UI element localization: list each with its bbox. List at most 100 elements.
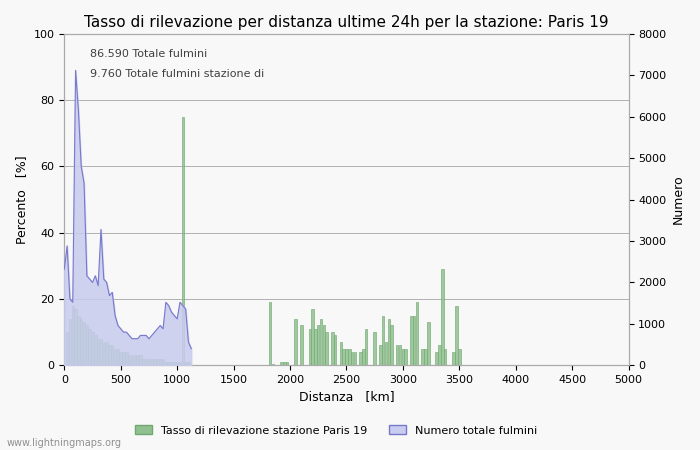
Bar — [286, 362, 288, 365]
Bar — [71, 306, 74, 365]
Bar — [94, 335, 97, 365]
Bar — [88, 329, 91, 365]
Bar — [272, 364, 274, 365]
Bar — [413, 315, 415, 365]
Bar — [142, 359, 144, 365]
Bar — [427, 322, 430, 365]
Bar — [410, 315, 412, 365]
Bar — [438, 345, 441, 365]
Bar — [283, 362, 286, 365]
Bar — [85, 325, 88, 365]
Bar — [148, 359, 150, 365]
Bar — [187, 362, 190, 365]
Bar — [396, 345, 398, 365]
Bar — [77, 315, 80, 365]
Bar — [340, 342, 342, 365]
Bar — [362, 349, 365, 365]
Bar — [99, 339, 102, 365]
Bar — [405, 349, 407, 365]
Bar — [351, 352, 354, 365]
Bar — [269, 302, 272, 365]
Bar — [150, 359, 153, 365]
Y-axis label: Percento   [%]: Percento [%] — [15, 155, 28, 244]
Bar — [176, 362, 178, 365]
Bar — [125, 352, 127, 365]
Bar — [139, 356, 141, 365]
Bar — [134, 356, 136, 365]
Bar — [280, 362, 283, 365]
Bar — [441, 269, 444, 365]
Bar — [416, 302, 418, 365]
Bar — [391, 325, 393, 365]
Bar — [295, 319, 297, 365]
Bar — [314, 329, 316, 365]
Bar — [312, 309, 314, 365]
Text: 9.760 Totale fulmini stazione di: 9.760 Totale fulmini stazione di — [90, 69, 264, 79]
Y-axis label: Numero: Numero — [672, 175, 685, 225]
Bar — [424, 349, 427, 365]
Bar — [354, 352, 356, 365]
Bar — [106, 342, 108, 365]
Bar — [164, 362, 167, 365]
Title: Tasso di rilevazione per distanza ultime 24h per la stazione: Paris 19: Tasso di rilevazione per distanza ultime… — [84, 15, 609, 30]
Bar — [97, 339, 99, 365]
Bar — [156, 359, 159, 365]
Bar — [170, 362, 173, 365]
Bar — [162, 359, 164, 365]
Bar — [402, 349, 404, 365]
Bar — [108, 345, 111, 365]
Bar — [91, 332, 94, 365]
Bar — [385, 342, 387, 365]
Bar — [114, 349, 116, 365]
Bar — [131, 356, 133, 365]
Bar — [334, 335, 337, 365]
Bar — [382, 315, 384, 365]
Legend: Tasso di rilevazione stazione Paris 19, Numero totale fulmini: Tasso di rilevazione stazione Paris 19, … — [131, 421, 541, 440]
Bar — [69, 319, 71, 365]
Bar — [345, 349, 348, 365]
Bar — [399, 345, 401, 365]
Bar — [111, 345, 113, 365]
Bar — [136, 356, 139, 365]
Bar — [159, 359, 162, 365]
Bar — [128, 356, 130, 365]
Text: 86.590 Totale fulmini: 86.590 Totale fulmini — [90, 49, 207, 59]
X-axis label: Distanza   [km]: Distanza [km] — [299, 391, 394, 404]
Bar — [458, 349, 461, 365]
Bar — [120, 352, 122, 365]
Bar — [320, 319, 322, 365]
Bar — [326, 332, 328, 365]
Bar — [309, 329, 311, 365]
Bar — [117, 349, 119, 365]
Bar — [173, 362, 176, 365]
Bar — [455, 306, 458, 365]
Bar — [388, 319, 390, 365]
Bar — [102, 342, 105, 365]
Text: www.lightningmaps.org: www.lightningmaps.org — [7, 438, 122, 448]
Bar — [444, 349, 447, 365]
Bar — [365, 329, 368, 365]
Bar — [83, 322, 85, 365]
Bar — [379, 345, 382, 365]
Bar — [145, 359, 147, 365]
Bar — [300, 325, 302, 365]
Bar — [74, 309, 77, 365]
Bar — [317, 325, 319, 365]
Bar — [348, 349, 351, 365]
Bar — [181, 117, 184, 365]
Bar — [80, 319, 83, 365]
Bar — [373, 332, 376, 365]
Bar — [178, 362, 181, 365]
Bar — [167, 362, 170, 365]
Bar — [153, 359, 156, 365]
Bar — [122, 352, 125, 365]
Bar — [435, 352, 438, 365]
Bar — [421, 349, 424, 365]
Bar — [452, 352, 455, 365]
Bar — [66, 332, 69, 365]
Bar — [342, 349, 345, 365]
Bar — [359, 352, 362, 365]
Bar — [184, 362, 187, 365]
Bar — [331, 332, 334, 365]
Bar — [323, 325, 325, 365]
